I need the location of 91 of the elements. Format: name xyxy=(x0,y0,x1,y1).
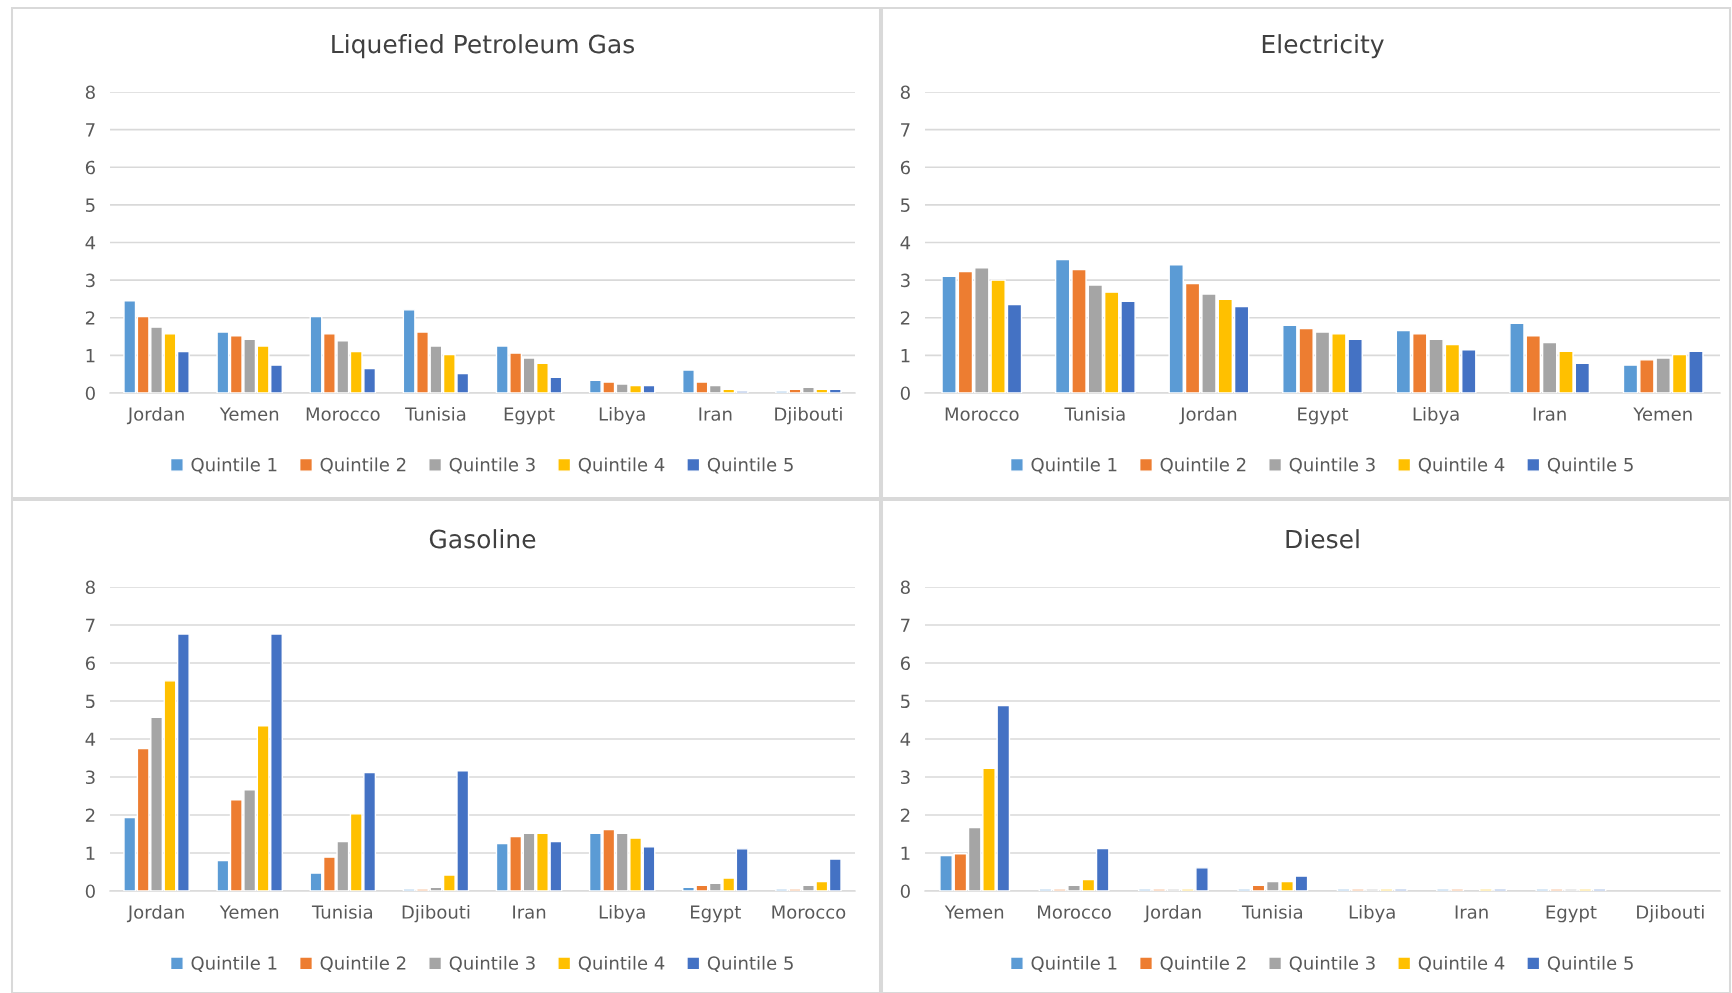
x-tick-label: Libya xyxy=(599,406,645,425)
y-tick-label: 3 xyxy=(86,770,95,785)
legend-label: Quintile 3 xyxy=(449,457,535,474)
x-tick-label: Morocco xyxy=(306,407,380,421)
y-tick-label: 2 xyxy=(85,311,95,325)
y-tick-label: 7 xyxy=(86,618,95,632)
x-tick-label: Jordan xyxy=(1179,406,1237,425)
x-tick-label: Tunisia xyxy=(311,904,373,919)
y-tick-label: 6 xyxy=(900,160,910,175)
x-tick-label: Djibouti xyxy=(1637,904,1704,923)
y-tick-label: 5 xyxy=(86,198,95,212)
y-tick-label: 4 xyxy=(85,236,96,250)
y-tick-label: 8 xyxy=(85,85,95,100)
x-tick-label: Morocco xyxy=(1038,905,1111,919)
x-tick-label: Iran xyxy=(1455,905,1488,919)
x-tick-label: Egypt xyxy=(504,407,555,425)
legend-label: Quintile 1 xyxy=(191,457,277,474)
y-tick-label: 0 xyxy=(900,386,910,401)
x-tick-label: Yemen xyxy=(219,407,279,421)
legend-label: Quintile 4 xyxy=(578,955,665,972)
y-tick-label: 4 xyxy=(85,732,96,746)
legend-label: Quintile 4 xyxy=(578,457,665,474)
x-tick-label: Egypt xyxy=(1546,905,1597,923)
y-tick-label: 2 xyxy=(900,311,910,325)
x-tick-label: Tunisia xyxy=(1064,406,1125,421)
legend-label: Quintile 2 xyxy=(320,955,406,972)
y-tick-label: 3 xyxy=(901,273,910,288)
y-tick-label: 7 xyxy=(901,123,910,137)
legend-label: Quintile 2 xyxy=(1160,457,1246,474)
x-tick-label: Djibouti xyxy=(775,406,842,425)
y-tick-label: 2 xyxy=(85,808,95,822)
x-tick-label: Jordan xyxy=(126,904,184,923)
x-tick-label: Yemen xyxy=(219,905,279,919)
y-tick-label: 2 xyxy=(900,808,910,822)
y-tick-label: 6 xyxy=(900,656,910,671)
y-tick-label: 1 xyxy=(86,846,95,860)
legend-label: Quintile 5 xyxy=(1547,457,1633,474)
y-tick-label: 5 xyxy=(86,694,95,709)
chart-title: Gasoline xyxy=(429,529,536,549)
y-tick-label: 8 xyxy=(900,85,910,100)
legend-label: Quintile 1 xyxy=(1031,955,1117,972)
y-tick-label: 3 xyxy=(86,273,95,288)
y-tick-label: 6 xyxy=(85,656,95,671)
x-tick-label: Libya xyxy=(599,904,645,923)
y-tick-label: 6 xyxy=(85,160,95,175)
x-tick-label: Yemen xyxy=(1633,407,1692,421)
x-tick-label: Egypt xyxy=(1298,407,1349,425)
x-tick-label: Iran xyxy=(1533,407,1566,421)
y-tick-label: 4 xyxy=(900,732,911,746)
y-tick-label: 5 xyxy=(901,198,910,212)
y-tick-label: 5 xyxy=(901,694,910,709)
legend-label: Quintile 5 xyxy=(707,955,793,972)
y-tick-label: 0 xyxy=(900,884,910,899)
legend-label: Quintile 3 xyxy=(1289,955,1375,972)
x-tick-label: Iran xyxy=(513,905,546,919)
legend-label: Quintile 1 xyxy=(1031,457,1117,474)
y-tick-label: 1 xyxy=(901,846,910,860)
legend-label: Quintile 4 xyxy=(1418,955,1505,972)
x-tick-label: Libya xyxy=(1349,904,1395,923)
y-tick-label: 1 xyxy=(86,349,95,363)
x-tick-label: Morocco xyxy=(772,905,846,919)
y-tick-label: 8 xyxy=(900,580,910,595)
x-tick-label: Tunisia xyxy=(405,406,466,421)
x-tick-label: Jordan xyxy=(126,406,184,425)
x-tick-label: Djibouti xyxy=(402,904,470,923)
legend-label: Quintile 5 xyxy=(1547,955,1633,972)
x-tick-label: Libya xyxy=(1413,406,1459,425)
x-tick-label: Iran xyxy=(699,407,732,421)
legend-label: Quintile 2 xyxy=(320,457,406,474)
legend-label: Quintile 3 xyxy=(1289,457,1375,474)
x-tick-label: Morocco xyxy=(945,407,1019,421)
chart-title: Electricity xyxy=(1262,34,1384,59)
y-tick-label: 0 xyxy=(85,386,95,401)
y-tick-label: 8 xyxy=(85,580,95,595)
legend-label: Quintile 5 xyxy=(707,457,793,474)
y-tick-label: 7 xyxy=(86,123,95,137)
legend-label: Quintile 4 xyxy=(1418,457,1505,474)
legend-label: Quintile 1 xyxy=(191,955,277,972)
y-tick-label: 0 xyxy=(85,884,95,899)
x-tick-label: Tunisia xyxy=(1241,904,1303,919)
y-tick-label: 7 xyxy=(901,618,910,632)
legend-label: Quintile 3 xyxy=(449,955,535,972)
x-tick-label: Egypt xyxy=(691,905,741,923)
chart-title: Liquefied Petroleum Gas xyxy=(332,34,635,59)
y-tick-label: 1 xyxy=(901,349,910,363)
y-tick-label: 3 xyxy=(901,770,910,785)
legend-label: Quintile 2 xyxy=(1160,955,1246,972)
x-tick-label: Jordan xyxy=(1143,904,1201,923)
x-tick-label: Yemen xyxy=(944,905,1004,919)
chart-title: Diesel xyxy=(1286,529,1359,549)
y-tick-label: 4 xyxy=(900,236,911,250)
